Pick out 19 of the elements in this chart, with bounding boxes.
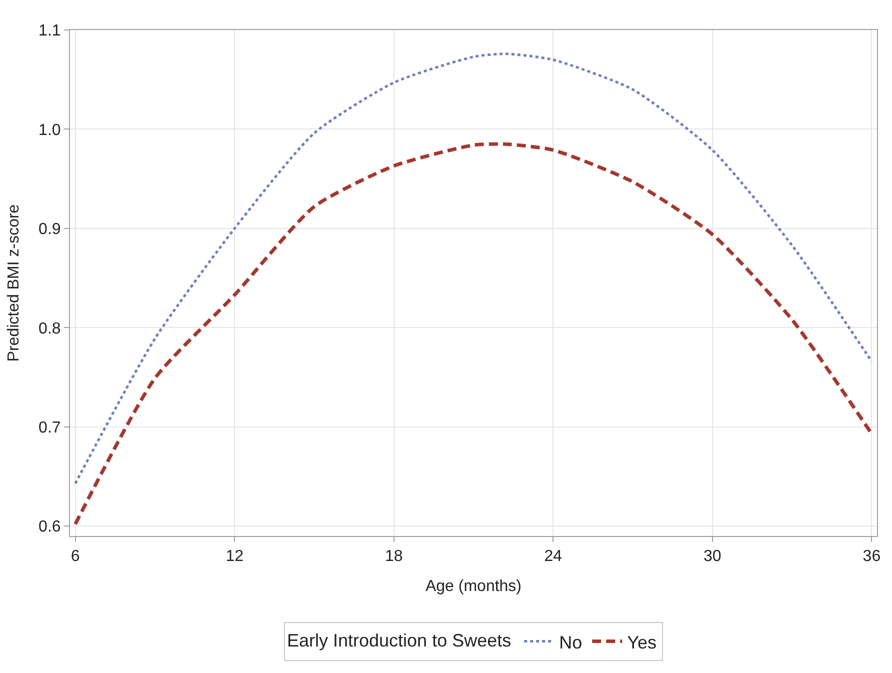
legend-label: Yes [627, 632, 657, 652]
x-tick-label: 18 [384, 548, 403, 566]
x-tick-label: 30 [704, 548, 722, 566]
line-series [74, 142, 874, 526]
x-tick-label: 6 [70, 548, 80, 566]
y-tick-label: 0.6 [38, 518, 61, 536]
x-axis-title: Age (months) [425, 578, 522, 595]
y-tick-label: 0.7 [38, 419, 61, 436]
line-series [74, 52, 873, 485]
y-axis-title: Predicted BMI z-score [5, 204, 22, 362]
legend-label: No [559, 632, 582, 652]
legend-title: Early Introduction to Sweets [287, 630, 512, 650]
x-tick-label: 12 [226, 548, 244, 566]
y-tick-label: 0.8 [38, 320, 61, 338]
x-tick-label: 36 [862, 548, 881, 566]
y-tick-label: 1.1 [38, 22, 61, 40]
y-tick-label: 0.9 [38, 221, 61, 238]
y-tick-label: 1.0 [38, 122, 61, 139]
x-tick-label: 24 [544, 548, 562, 566]
